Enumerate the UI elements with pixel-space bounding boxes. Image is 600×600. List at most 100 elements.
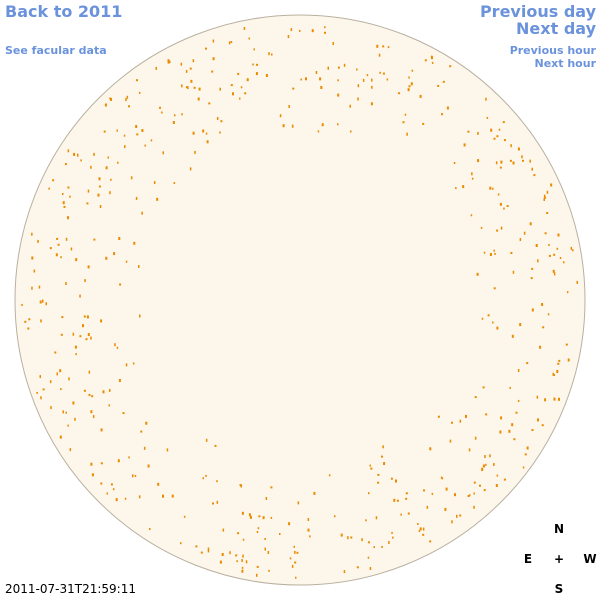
facula xyxy=(500,226,503,230)
facula xyxy=(337,93,340,97)
facula xyxy=(479,484,481,487)
facula xyxy=(343,63,346,67)
facula xyxy=(543,194,546,198)
facula xyxy=(162,494,164,498)
facula xyxy=(437,84,440,87)
facula xyxy=(459,419,462,423)
facula xyxy=(294,561,297,564)
facula xyxy=(496,474,499,477)
facula xyxy=(365,519,367,522)
compass-center: + xyxy=(553,552,565,566)
facula xyxy=(361,538,363,542)
facula xyxy=(117,459,120,463)
facula xyxy=(248,37,250,40)
facula xyxy=(429,540,432,543)
facula xyxy=(485,97,487,101)
facula xyxy=(558,359,561,362)
facula xyxy=(489,454,491,458)
facula xyxy=(180,542,182,545)
facula xyxy=(423,489,425,492)
facula xyxy=(512,161,515,165)
facula xyxy=(307,528,310,532)
facula xyxy=(63,205,66,208)
facula xyxy=(418,529,421,532)
facula xyxy=(205,47,207,50)
facula xyxy=(296,551,299,554)
facula xyxy=(74,417,76,421)
facula xyxy=(486,116,489,119)
facula xyxy=(61,316,64,319)
facula xyxy=(441,477,444,480)
facula xyxy=(232,92,234,96)
facula xyxy=(315,71,318,74)
back-link[interactable]: Back to 2011 xyxy=(5,2,123,21)
facula xyxy=(576,280,578,284)
facula xyxy=(367,556,370,559)
facula xyxy=(83,315,86,318)
facula xyxy=(515,411,518,414)
facula xyxy=(59,369,62,373)
facula xyxy=(192,131,195,135)
previous-hour-link[interactable]: Previous hour xyxy=(509,44,596,57)
facula xyxy=(294,550,296,554)
facula xyxy=(548,254,551,257)
facula xyxy=(431,492,434,495)
facula xyxy=(237,532,240,535)
facula xyxy=(85,338,88,341)
facula xyxy=(115,498,118,502)
next-day-link[interactable]: Next day xyxy=(516,19,596,38)
previous-day-link[interactable]: Previous day xyxy=(479,2,596,21)
facula xyxy=(185,86,188,89)
facula xyxy=(498,128,501,131)
facula xyxy=(553,397,556,401)
facula xyxy=(130,176,133,180)
facula xyxy=(509,159,512,162)
facula xyxy=(542,326,545,329)
facula xyxy=(496,135,499,138)
facula xyxy=(468,448,471,452)
facula xyxy=(125,260,128,263)
facula xyxy=(324,26,326,29)
facula xyxy=(499,166,502,169)
facula xyxy=(235,554,238,557)
facula xyxy=(370,467,373,470)
facula xyxy=(265,74,268,77)
facula xyxy=(317,130,320,133)
facula xyxy=(109,388,111,392)
facula xyxy=(79,294,81,298)
facula xyxy=(459,514,462,517)
next-hour-link[interactable]: Next hour xyxy=(534,57,597,70)
facula xyxy=(391,531,393,534)
facula xyxy=(161,111,163,114)
facula xyxy=(73,152,76,156)
facula xyxy=(202,129,205,133)
facula xyxy=(405,492,408,495)
facula xyxy=(56,372,58,376)
facula xyxy=(426,505,429,509)
facular-data-link[interactable]: See facular data xyxy=(5,44,107,57)
facula xyxy=(253,48,255,51)
facula xyxy=(307,518,310,521)
facula xyxy=(270,516,273,519)
facula xyxy=(320,86,323,89)
facula xyxy=(559,257,562,259)
facula xyxy=(256,565,259,568)
facula xyxy=(496,229,499,232)
facula xyxy=(67,186,70,189)
facula xyxy=(100,482,103,485)
facula xyxy=(70,247,73,251)
facula xyxy=(82,324,84,328)
facula xyxy=(522,159,524,162)
facula xyxy=(533,174,536,177)
facula xyxy=(100,428,103,432)
facula xyxy=(495,484,498,487)
facula xyxy=(455,187,457,190)
facula xyxy=(134,474,137,477)
facula xyxy=(523,231,526,235)
facula xyxy=(367,541,370,544)
facula xyxy=(279,114,282,118)
facula xyxy=(489,253,492,256)
facula xyxy=(256,573,258,577)
facula xyxy=(373,546,375,549)
facula xyxy=(202,477,204,480)
